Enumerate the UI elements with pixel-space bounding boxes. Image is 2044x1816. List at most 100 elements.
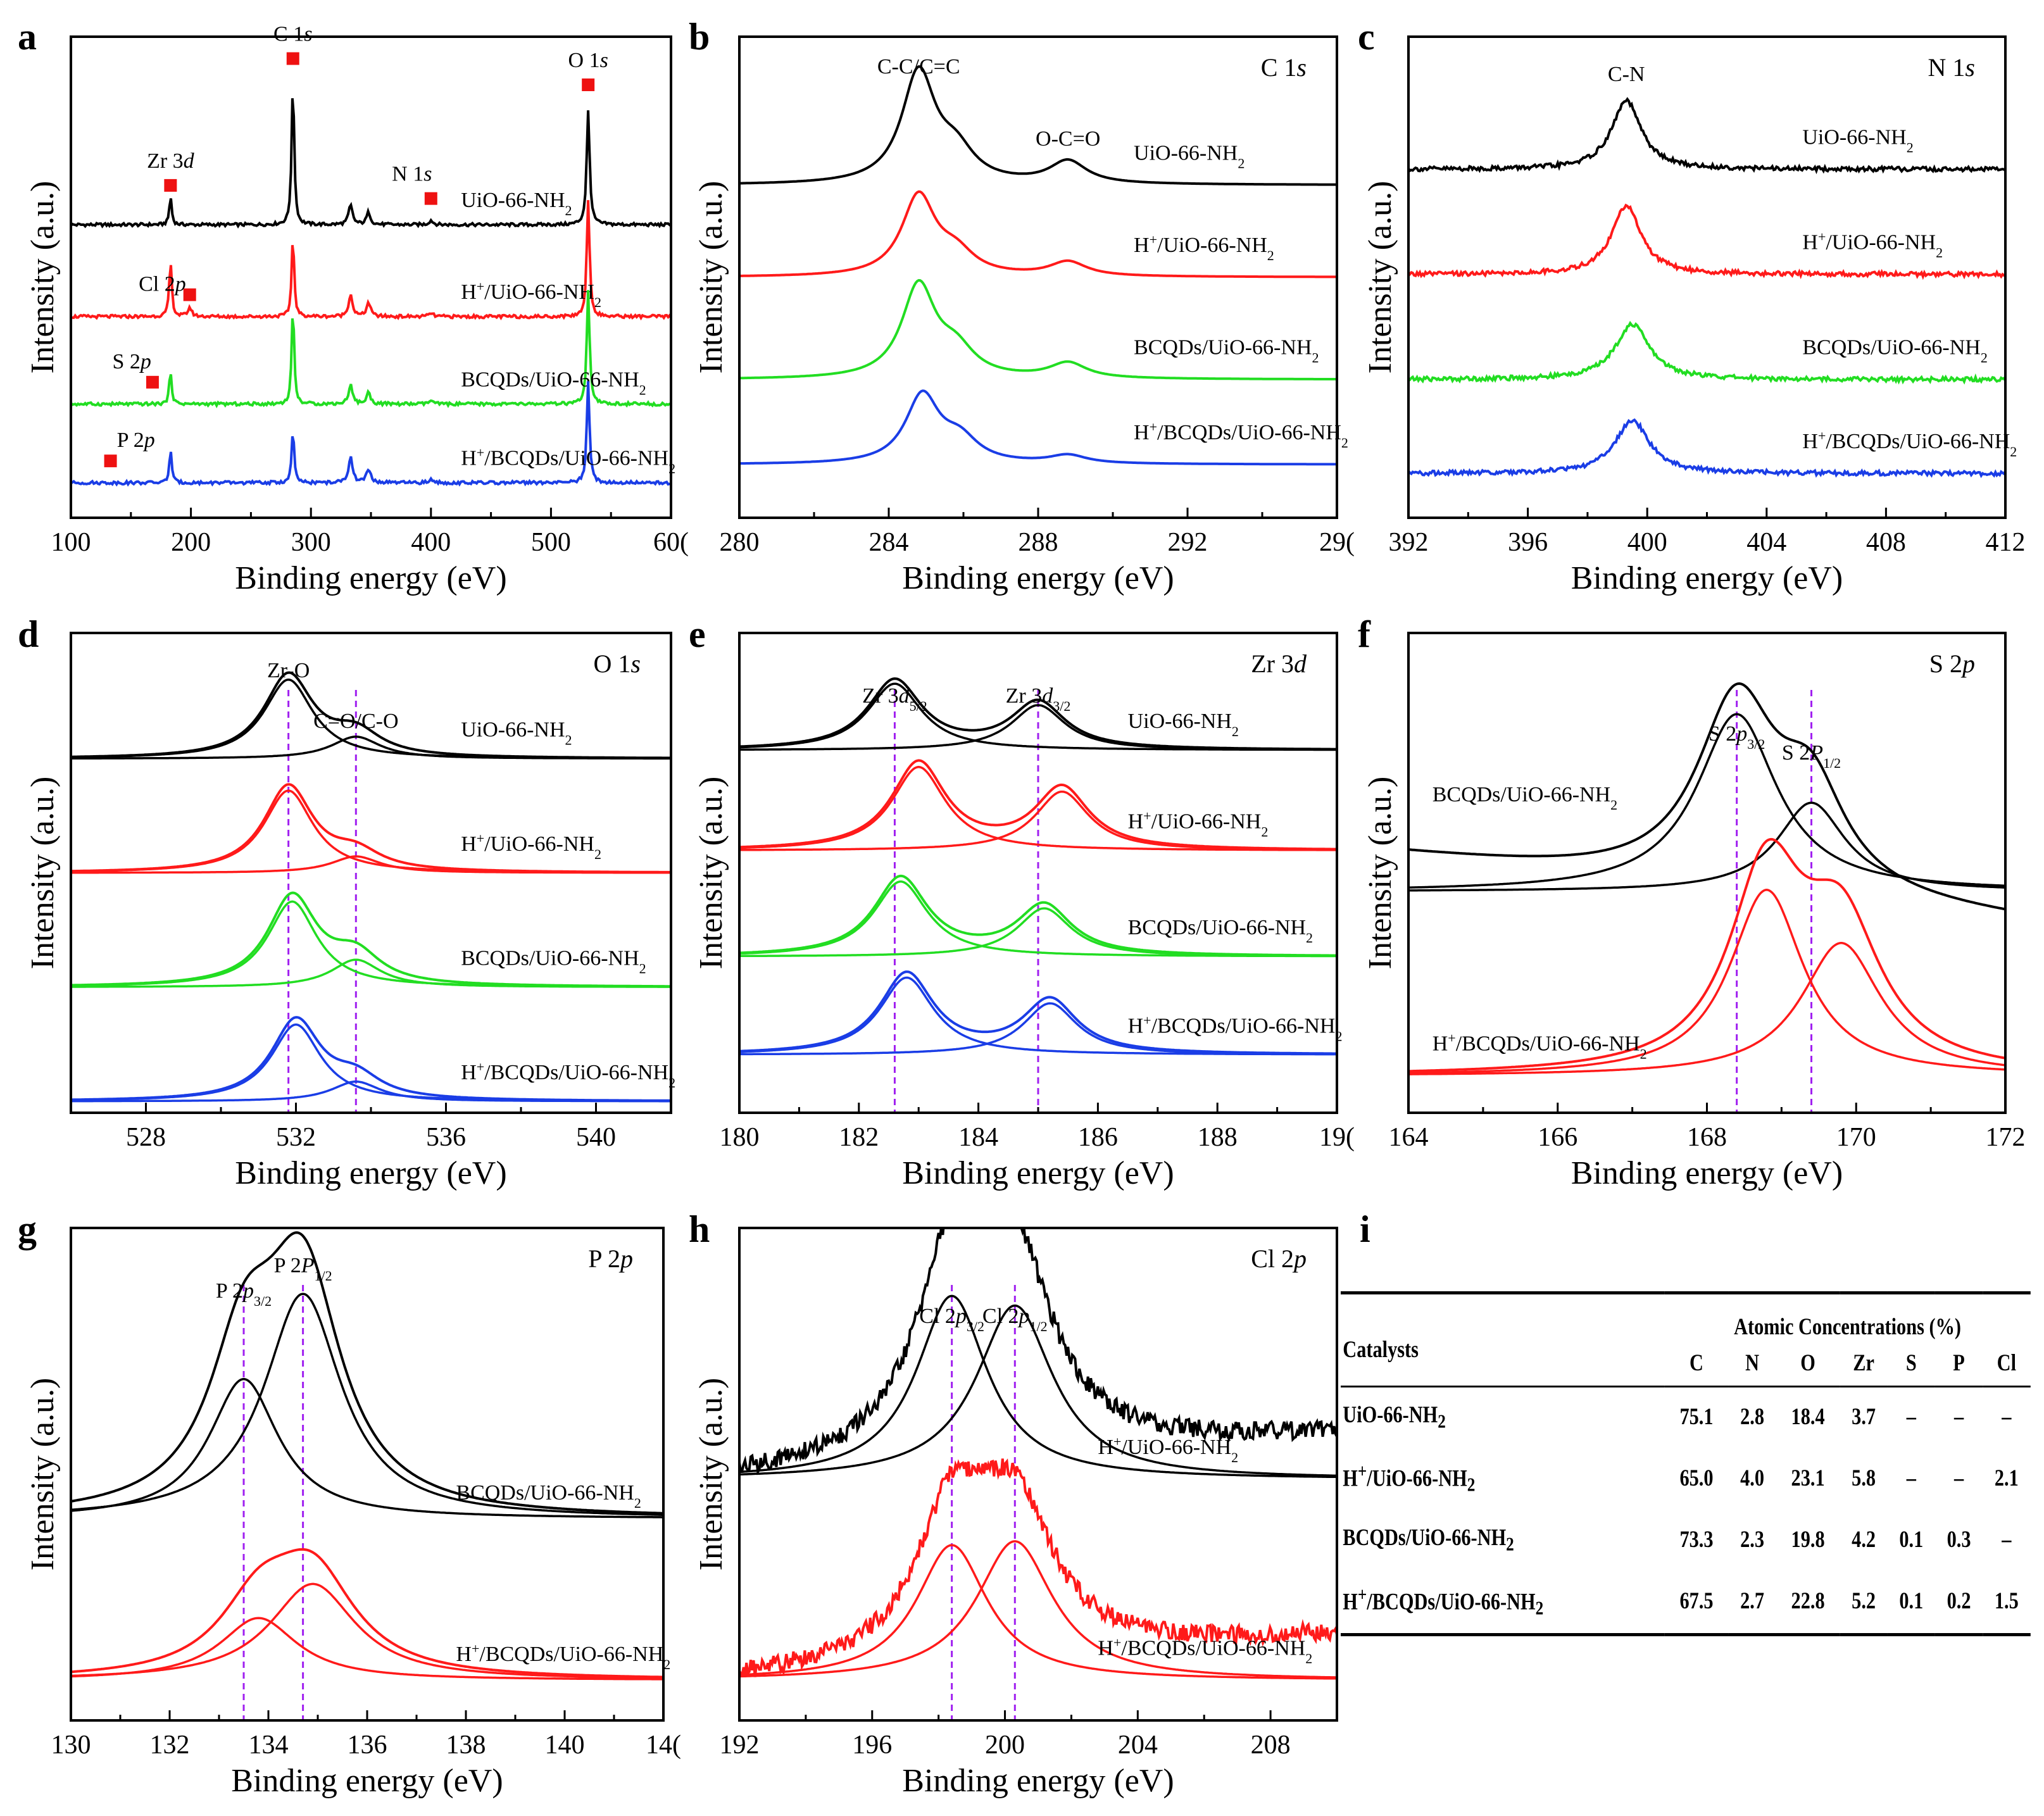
column-header: Cl [1997,1350,2017,1376]
label-superscript: + [1818,229,1826,244]
concentration-value: 5.8 [1852,1465,1876,1492]
label-main: /BCQDs/UiO-66-NH [1826,430,2010,453]
annotation-italic: p [143,429,155,452]
label-prefix: H [1802,430,1818,453]
spectrum-black [1408,97,2005,175]
y-axis-label: Intensity (a.u.) [25,181,61,374]
label-main: /BCQDs/UiO-66-NH [1157,421,1341,444]
peak-label-1: Zr 3d3/2 [1006,684,1071,714]
x-tick-label: 168 [1687,1123,1727,1152]
concentration-value: 23.1 [1791,1465,1825,1492]
label-main: UiO-66-NH [1134,141,1238,165]
x-tick-label: 29( [1319,528,1355,557]
label-subscript: 2 [1981,349,1988,365]
series-label: UiO-66-NH2 [461,189,572,218]
peak-label-italic: d [899,684,910,708]
label-superscript: + [477,444,484,460]
series-blue-3 [71,381,671,487]
label-superscript: + [1150,418,1157,434]
column-header: O [1800,1350,1815,1376]
label-prefix: H [1098,1436,1113,1459]
concentration-value: 4.0 [1740,1465,1765,1492]
series-label: H+/BCQDs/UiO-66-NH2 [1128,1012,1343,1044]
panel-label-g: g [18,1208,37,1250]
panel-e: UiO-66-NH2H+/UiO-66-NH2BCQDs/UiO-66-NH2H… [693,632,1355,1191]
panel-b: UiO-66-NH2H+/UiO-66-NH2BCQDs/UiO-66-NH2H… [693,35,1355,596]
label-main: BCQDs/UiO-66-NH [1128,916,1306,939]
series-black-0 [739,1228,1337,1479]
panel-label-f: f [1358,613,1371,655]
series-black-0 [71,671,671,760]
corner-label-italic: s [1296,53,1307,82]
concentration-value: 0.2 [1947,1588,1971,1615]
x-tick-label: 180 [720,1123,760,1152]
superscript: + [1357,1583,1367,1605]
corner-label: N 1s [1928,53,1975,82]
element-annotation-6: P 2p [117,429,155,452]
label-subscript: 2 [1267,247,1274,263]
concentration-value: 22.8 [1791,1588,1825,1615]
spectrum-green [71,290,671,409]
panel-label-a: a [18,16,37,58]
corner-label-main: Cl 2 [1251,1244,1294,1273]
label-subscript: 2 [1238,155,1245,171]
series-blue-3 [739,389,1337,466]
label-main: /BCQDs/UiO-66-NH [1121,1636,1305,1660]
peak-label-main: C=O/C-O [313,710,398,733]
axes-frame [738,1227,1338,1722]
series-label: H+/BCQDs/UiO-66-NH2 [456,1641,670,1672]
catalyst-name: UiO-66-NH2 [1343,1402,1446,1432]
spectrum-black [1408,682,2005,911]
element-marker-0 [164,178,177,192]
peak-label-subscript: 3/2 [254,1293,272,1309]
peak-label-subscript: 1/2 [1030,1318,1048,1334]
series-red-1 [1408,837,2005,1075]
peak-label-subscript: 3/2 [1053,698,1070,714]
label-superscript: + [1150,232,1157,247]
label-prefix: H [1098,1636,1113,1660]
corner-label-italic: s [630,649,641,678]
series-label: H+/BCQDs/UiO-66-NH2 [1098,1634,1312,1666]
fit-component-1 [71,1582,663,1679]
label-superscript: + [1113,1634,1121,1650]
label-subscript: 2 [1640,1046,1647,1061]
spectrum-black [739,1228,1337,1475]
fit-component-0 [739,1544,1337,1680]
series-label: H+/UiO-66-NH2 [1802,229,1943,260]
x-tick-label: 288 [1019,528,1058,557]
fit-component-1 [71,958,671,988]
label-subscript: 2 [2010,444,2017,460]
spectrum-black [71,98,671,229]
panel-label-b: b [689,16,710,58]
header-atomic-concentrations: Atomic Concentrations (%) [1734,1314,1962,1340]
peak-label-italic: p [242,1279,254,1303]
series-label: H+/UiO-66-NH2 [1128,808,1269,839]
label-main: BCQDs/UiO-66-NH [1802,336,1980,360]
catalyst-name: H+/UiO-66-NH2 [1343,1460,1476,1496]
label-prefix: H [456,1643,472,1666]
annotation-main: Cl 2 [139,273,175,296]
x-tick-label: 132 [150,1731,190,1760]
panels-layer: aUiO-66-NH2H+/UiO-66-NH2BCQDs/UiO-66-NH2… [18,16,2026,1799]
label-main: /UiO-66-NH [1157,234,1267,257]
peak-label-italic: P [301,1254,315,1277]
element-annotation-4: Cl 2p [139,273,186,296]
peak-label-italic: p [1018,1305,1030,1328]
peak-label-main: O-C=O [1036,127,1100,151]
x-tick-label: 536 [426,1123,466,1152]
series-red-1 [71,1548,663,1681]
annotation-main: P 2 [117,429,144,452]
x-tick-label: 196 [852,1731,892,1760]
corner-label-main: S 2 [1929,649,1962,678]
series-label: UiO-66-NH2 [1802,126,1913,156]
label-main: BCQDs/UiO-66-NH [456,1481,634,1505]
label-prefix: H [461,280,477,304]
x-axis-label: Binding energy (eV) [235,560,506,596]
concentration-value: 65.0 [1679,1465,1714,1492]
table-row: H+/UiO-66-NH2 65.0 4.0 23.1 5.8 – – 2.1 [1341,1446,2031,1510]
fit-component-0 [739,765,1337,851]
panel-label-c: c [1358,16,1375,58]
label-prefix: H [1802,231,1818,254]
x-tick-label: 284 [869,528,909,557]
x-tick-label: 184 [958,1123,998,1152]
